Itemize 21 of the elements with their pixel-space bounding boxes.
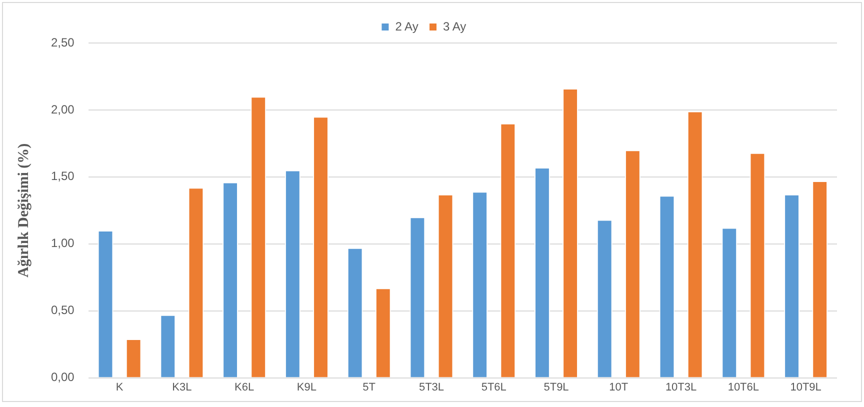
y-axis-title: Ağırlık Değişimi (%) (16, 143, 32, 278)
x-tick-label: 5T9L (544, 381, 569, 394)
x-tick-label: 5T6L (481, 381, 506, 394)
y-tick-label: 0,00 (50, 370, 75, 384)
x-tick-label: K3L (172, 381, 192, 394)
x-tick-label: 5T (362, 381, 376, 394)
x-tick-label: K (116, 381, 124, 394)
y-tick-label: 1,50 (50, 169, 75, 184)
legend-label: 3 Ay (443, 19, 466, 34)
x-tick-label: 10T9L (790, 381, 822, 394)
legend-label: 2 Ay (395, 19, 418, 34)
x-tick-label: K9L (296, 381, 316, 394)
x-tick-label: 10T (609, 381, 628, 394)
x-tick-label: 5T3L (418, 381, 444, 394)
x-tick-label: K6L (234, 381, 254, 394)
x-tick-label: 10T6L (728, 381, 760, 394)
y-tick-label: 2,50 (50, 35, 75, 50)
x-tick-label: 10T3L (665, 381, 697, 394)
y-tick-label: 2,00 (50, 102, 75, 116)
y-tick-label: 1,00 (50, 236, 75, 250)
y-tick-label: 0,50 (50, 303, 75, 318)
